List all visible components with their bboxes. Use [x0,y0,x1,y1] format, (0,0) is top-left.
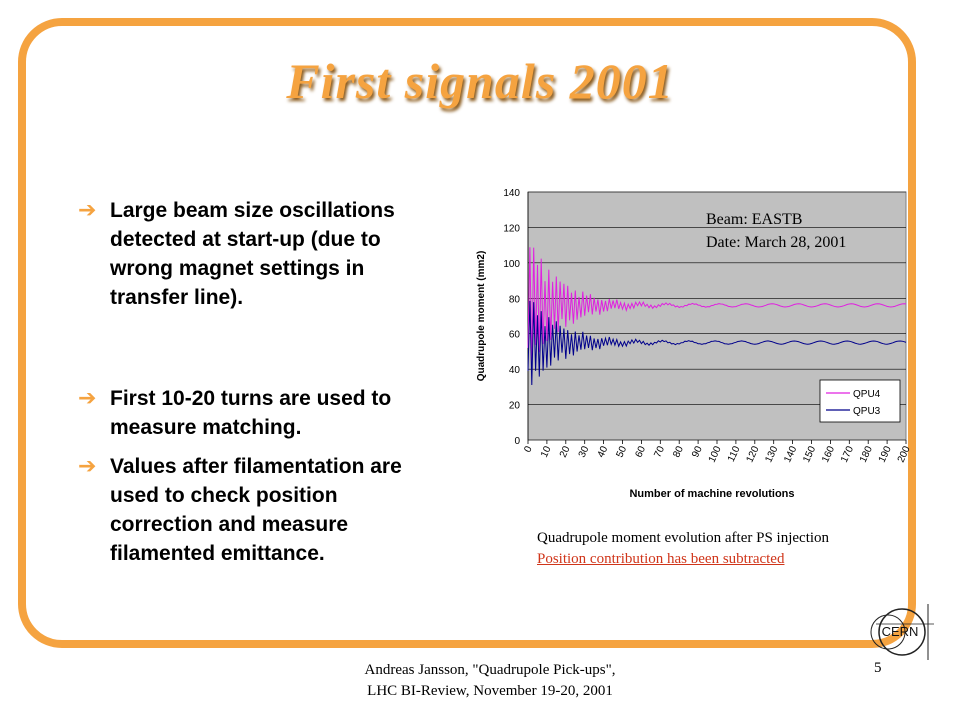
y-tick-label: 80 [509,294,521,305]
cern-logo: CERN [870,604,934,660]
chart-annotation-beam: Beam: EASTB [706,211,802,228]
x-tick-label: 200 [896,444,913,464]
chart-legend: QPU4 QPU3 [819,379,901,423]
x-tick-label: 40 [596,444,611,459]
x-tick-label: 0 [522,444,535,454]
x-tick-label: 190 [877,444,894,464]
slide-title: First signals 2001 [286,53,674,109]
x-tick-label: 110 [726,444,743,463]
legend-label: QPU4 [853,389,881,400]
svg-text:CERN: CERN [882,624,919,639]
bullet-line: filamented emittance. [110,542,325,565]
footer-line: Andreas Jansson, "Quadrupole Pick-ups", [364,662,616,678]
x-tick-label: 120 [744,444,761,464]
arrow-bullet-icon: ➔ [78,386,97,411]
bullet-line: used to check position [110,484,338,507]
x-tick-label: 70 [652,444,667,459]
series-line-qpu3 [527,300,907,386]
bullet-line: Large beam size oscillations [110,199,395,222]
bullet-line: measure matching. [110,416,302,439]
gridlines [527,191,906,441]
x-tick-label: 170 [839,444,856,464]
chart-caption: Quadrupole moment evolution after PS inj… [537,528,829,570]
x-tick-label: 150 [801,444,818,464]
x-tick-label: 130 [763,444,780,464]
y-tick-label: 120 [503,223,520,234]
y-tick-label: 100 [503,259,520,270]
footer: Andreas Jansson, "Quadrupole Pick-ups", … [300,660,680,702]
series-line-qpu4 [527,247,907,367]
arrow-bullet-icon: ➔ [78,198,97,223]
bullet-item: ➔ First 10-20 turns are used to measure … [78,384,453,442]
bullet-line: First 10-20 turns are used to [110,387,392,410]
y-axis-ticks: 0 20 40 60 80 100 120 140 [503,188,520,447]
legend-box [819,379,901,423]
x-tick-label: 100 [707,444,724,464]
bullet-line: correction and measure [110,513,349,536]
x-axis-label: Number of machine revolutions [629,488,794,500]
x-tick-label: 140 [782,444,799,464]
x-tick-label: 80 [671,444,686,459]
y-tick-label: 140 [503,188,520,199]
y-tick-label: 0 [514,436,520,447]
x-tick-label: 160 [820,444,837,464]
x-axis-ticks: 0 10 20 30 40 50 60 70 80 90 100 110 120 130 140 150 160… [522,440,913,464]
bullet-text: Values after filamentation are used to c… [110,452,402,568]
bullet-line: detected at start-up (due to [110,228,381,251]
y-axis-label: Quadrupole moment (mm2) [476,251,487,382]
slide-frame [18,18,916,648]
caption-text: Quadrupole moment evolution after PS inj… [537,530,830,546]
x-tick-label: 180 [858,444,875,464]
legend-label: QPU3 [853,406,881,417]
page-number: 5 [874,660,882,676]
y-tick-label: 20 [509,401,521,412]
x-tick-label: 20 [558,444,573,459]
x-tick-label: 50 [615,444,630,459]
x-tick-label: 90 [690,444,705,459]
y-tick-label: 40 [509,365,521,376]
x-tick-label: 10 [539,444,554,459]
caption-note-link[interactable]: Position contribution has been subtracte… [537,551,785,567]
bullet-text: First 10-20 turns are used to measure ma… [110,384,391,442]
arrow-bullet-icon: ➔ [78,454,97,479]
bullet-line: transfer line). [110,286,244,309]
bullet-line: wrong magnet settings in [110,257,365,280]
footer-line: LHC BI-Review, November 19-20, 2001 [367,683,613,699]
bullet-line: Values after filamentation are [110,455,402,478]
x-tick-label: 30 [577,444,592,459]
x-tick-label: 60 [633,444,648,459]
y-tick-label: 60 [509,330,521,341]
bullet-text: Large beam size oscillations detected at… [110,196,395,312]
bullet-item: ➔ Values after filamentation are used to… [78,452,453,568]
chart-annotation-date: Date: March 28, 2001 [706,234,846,251]
series-lines [527,247,907,386]
bullet-item: ➔ Large beam size oscillations detected … [78,196,453,312]
